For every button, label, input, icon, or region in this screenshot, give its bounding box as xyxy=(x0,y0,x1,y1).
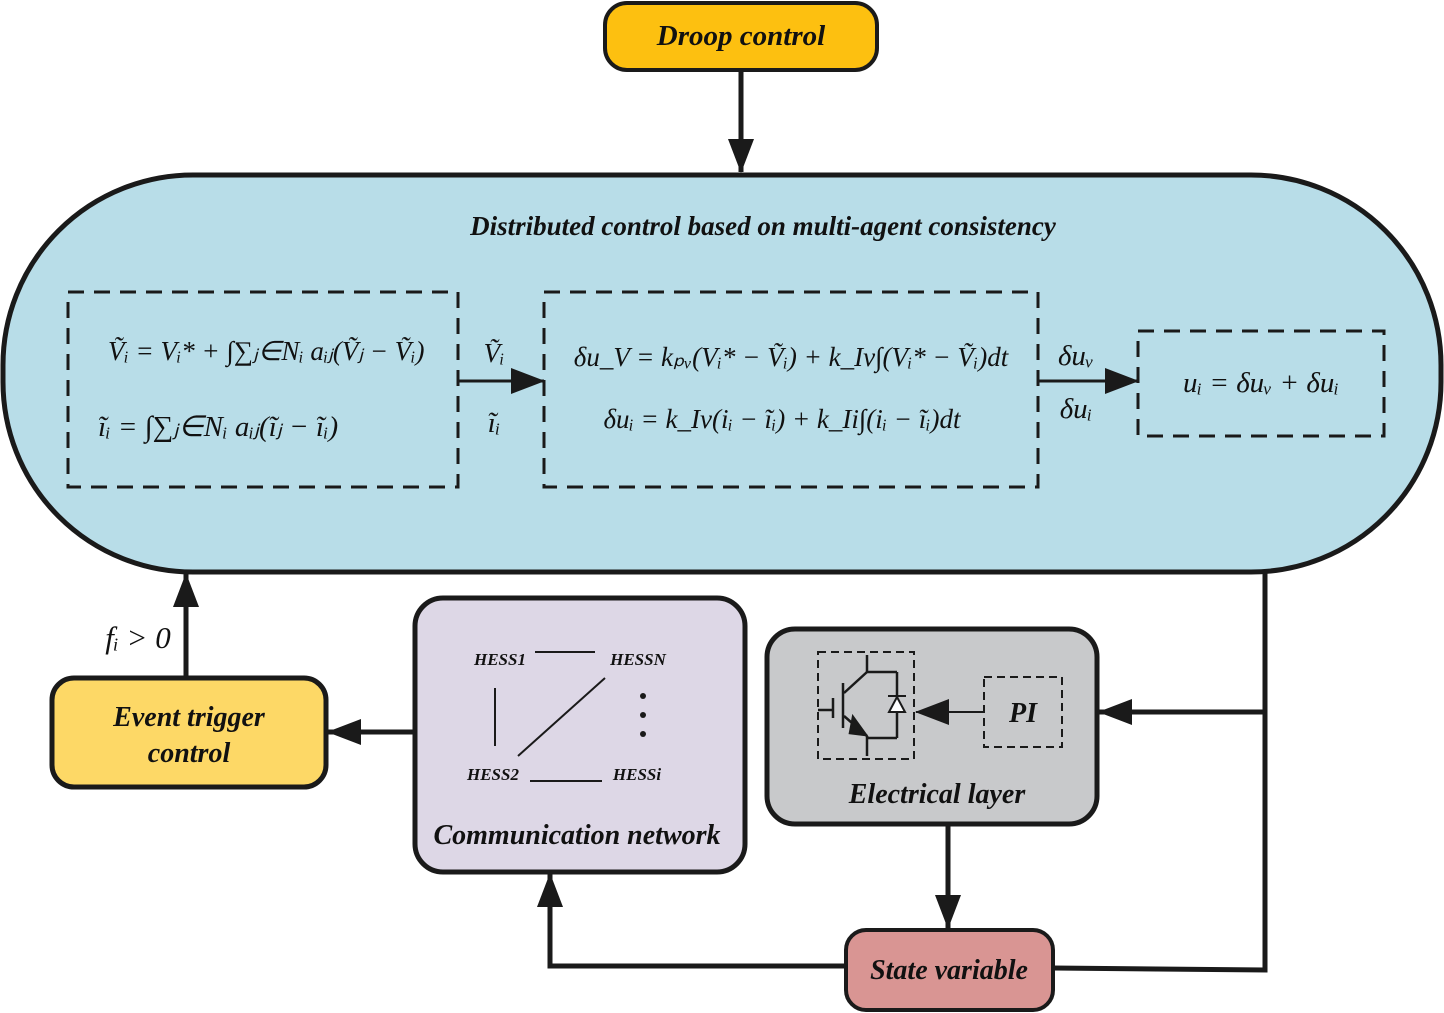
node-hessi: HESSi xyxy=(612,765,661,784)
pi-equation-box xyxy=(542,290,1040,489)
sum-eq: uᵢ = δuᵥ + δuᵢ xyxy=(1183,367,1339,399)
pi-eq-v: δu_V = kₚᵥ(Vᵢ* − Ṽᵢ) + k_Iv∫(Vᵢ* − Ṽᵢ)dt xyxy=(574,342,1010,374)
state-variable-label: State variable xyxy=(870,955,1028,986)
event-trigger-box xyxy=(49,675,329,790)
diode-icon xyxy=(887,694,907,713)
arrow2-bottom-label: δuᵢ xyxy=(1060,393,1093,425)
arrow2-top-label: δuᵥ xyxy=(1058,340,1094,372)
electrical-layer-label: Electrical layer xyxy=(848,779,1027,810)
sum-box xyxy=(1136,329,1386,438)
consensus-eq-i: ĩᵢ = ∫∑ⱼ∈Nᵢ aᵢⱼ(ĩⱼ − ĩᵢ) xyxy=(98,411,338,444)
main-title: Distributed control based on multi-agent… xyxy=(469,211,1057,241)
communication-network-label: Communication network xyxy=(433,820,720,851)
consensus-box xyxy=(66,290,460,489)
pi-label: PI xyxy=(1008,698,1038,729)
trigger-condition: fᵢ > 0 xyxy=(105,620,171,655)
event-trigger-line2: control xyxy=(148,738,231,769)
node-hess1: HESS1 xyxy=(473,650,526,669)
switch-box xyxy=(817,651,915,760)
node-hessn: HESSN xyxy=(609,650,666,669)
node-hess2: HESS2 xyxy=(466,765,519,784)
arrow1-top-label: Ṽᵢ xyxy=(484,338,505,368)
pi-eq-i: δuᵢ = k_Iv(iᵢ − ĩᵢ) + k_Ii∫(iᵢ − ĩᵢ)dt xyxy=(603,404,962,436)
arrow1-bottom-label: ĩᵢ xyxy=(488,407,501,439)
main-feedback-line xyxy=(1052,572,1268,973)
ellipsis-dots xyxy=(640,693,646,737)
event-trigger-line1: Event trigger xyxy=(112,702,266,733)
consensus-eq-v: Ṽᵢ = Vᵢ* + ∫∑ⱼ∈Nᵢ aᵢⱼ(Ṽⱼ − Ṽᵢ) xyxy=(108,336,425,368)
communication-network-box xyxy=(412,595,748,875)
droop-control-label: Droop control xyxy=(656,20,826,52)
state-to-comm-line xyxy=(537,873,846,969)
network-links xyxy=(494,651,606,782)
state-variable-box xyxy=(844,928,1055,1012)
distributed-control-box xyxy=(0,172,1444,575)
